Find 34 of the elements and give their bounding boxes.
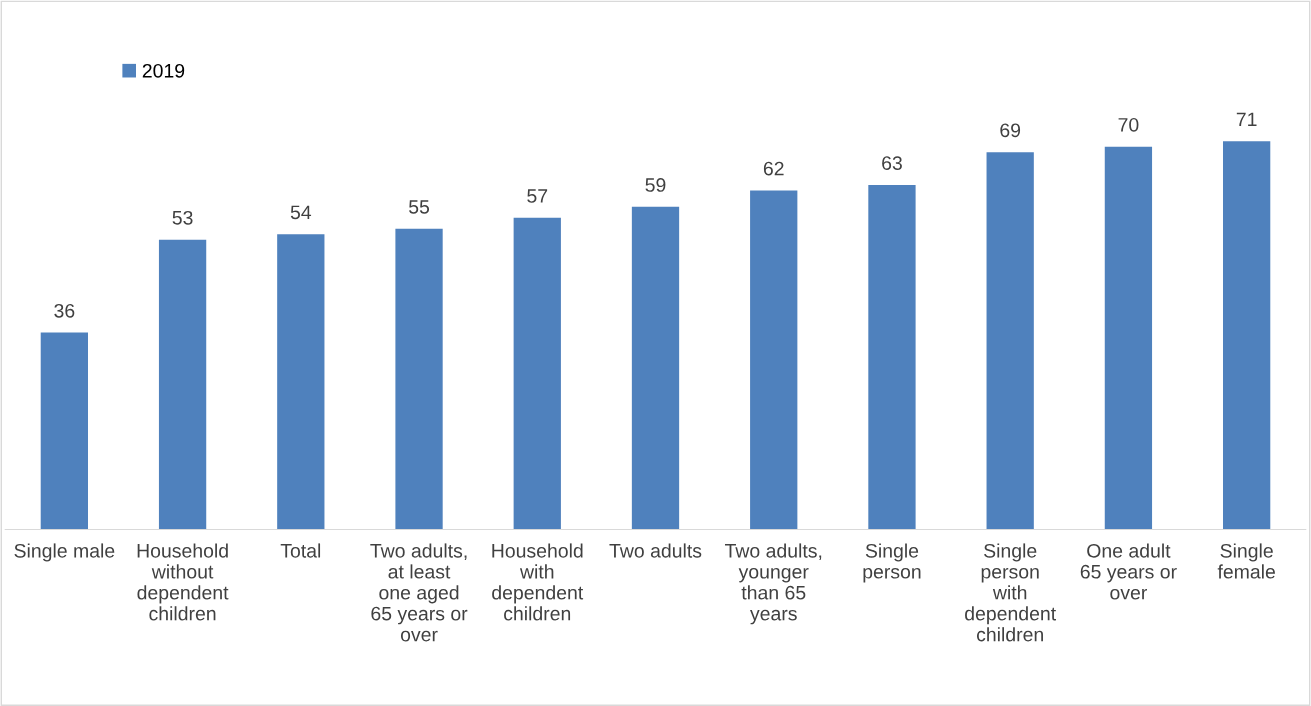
bar [395,228,443,530]
x-tick-label: Single male [14,543,115,562]
data-label: 70 [1118,117,1139,132]
x-tick-label: Two adults, at least one aged 65 years or over [370,543,468,642]
legend-label: 2019 [142,63,185,78]
x-tick-label: Two adults, younger than 65 years [724,543,822,625]
data-label: 59 [645,178,666,192]
x-tick-label: Total [280,543,321,558]
x-tick-label: One adult 65 years or over [1080,543,1177,600]
data-label: 36 [54,303,75,318]
bar [40,332,88,530]
data-label: 57 [527,189,548,203]
data-label: 62 [763,161,784,176]
data-label: 53 [172,210,193,225]
data-label: 55 [409,200,430,214]
x-tick-label: Household without dependent children [137,543,229,621]
bar [277,234,325,530]
bar [158,239,207,530]
bar [986,152,1034,530]
data-label: 63 [882,156,902,170]
x-tick-label: Two adults [609,543,702,558]
x-tick-label: Single person with dependent children [965,543,1056,642]
x-tick-label: Single person [863,543,921,583]
data-label: 54 [290,205,312,220]
data-label: 69 [1000,123,1021,138]
bar [1104,146,1153,530]
bar [1223,141,1271,530]
bar [750,190,798,530]
data-label: 71 [1236,112,1257,127]
bar [631,206,680,530]
bar [513,217,561,530]
x-tick-label: Household with dependent children [492,543,584,621]
x-tick-label: Single female [1217,543,1275,579]
bar [868,184,916,530]
